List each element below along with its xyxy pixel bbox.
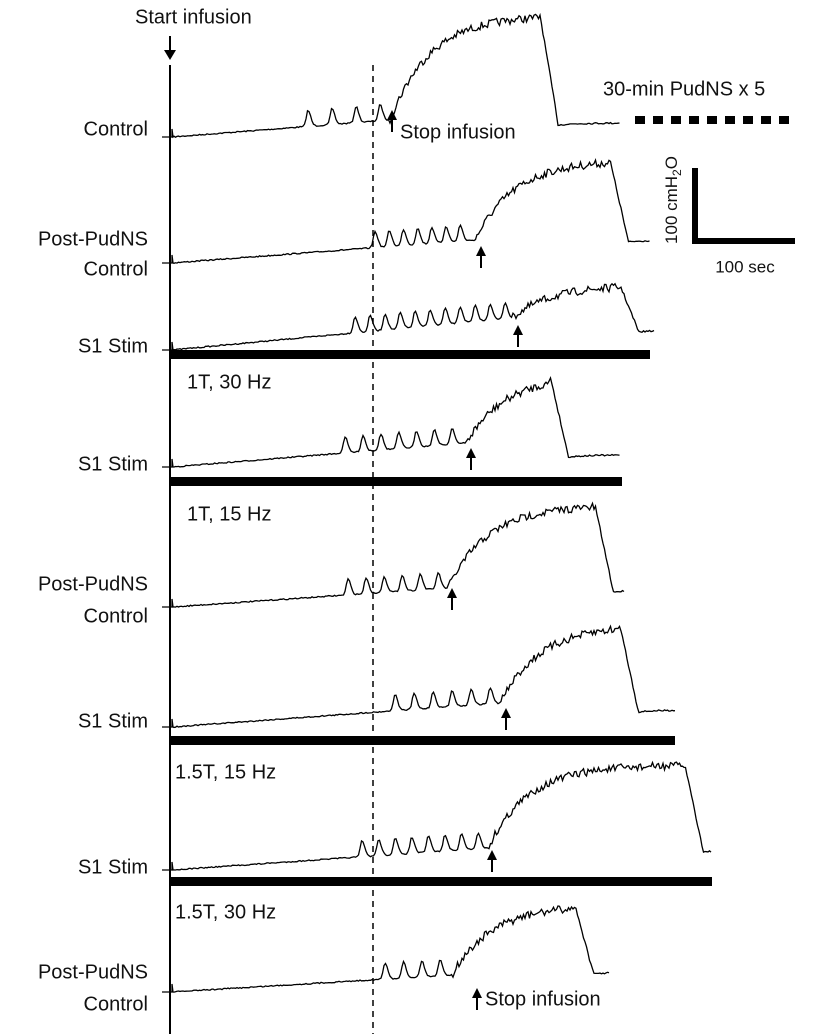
trace-label: S1 Stim [78,856,148,878]
stimulation-bar [170,736,675,745]
start-arrowhead [164,50,176,60]
trace-label: Control [84,605,148,627]
trace-label: S1 Stim [78,453,148,475]
pressure-trace [162,282,655,351]
stimulus-label: 1T, 30 Hz [187,371,271,393]
trace-label: Post-PudNS [38,961,148,983]
trace-label: S1 Stim [78,710,148,732]
trace-label: Control [84,118,148,140]
pressure-trace [162,905,610,993]
protocol-label: 30-min PudNS x 5 [603,78,765,100]
pressure-trace [162,624,676,729]
stop-arrow-head [487,850,497,860]
start-label: Start infusion [135,6,252,28]
trace-label: Control [84,993,148,1015]
stop-arrow-head [513,325,523,335]
stimulus-label: 1.5T, 30 Hz [175,901,276,923]
time-scale-label: 100 sec [715,257,775,276]
pressure-unit: 100 cmH [662,176,681,244]
trace-label: Post-PudNS [38,228,148,250]
pressure-trace [162,158,650,264]
stimulation-bar [170,477,622,486]
pressure-trace [162,760,712,871]
pressure-trace [162,376,620,468]
stop-infusion-label: Stop infusion [485,988,601,1010]
stimulus-label: 1.5T, 15 Hz [175,761,276,783]
trace-label: S1 Stim [78,335,148,357]
stop-arrow-head [447,588,457,598]
stop-arrow-head [472,988,482,998]
trace-label: Control [84,258,148,280]
stop-arrow-head [501,708,511,718]
stop-arrow-head [387,110,397,120]
pressure-scale-label: 100 cmH2O [662,156,684,244]
pressure-unit-end: O [662,156,681,169]
stop-arrow-head [476,246,486,256]
stop-infusion-label: Stop infusion [400,121,516,143]
scale-bar [692,168,795,244]
pressure-subscript: 2 [670,169,684,176]
stop-arrow-head [466,448,476,458]
stimulus-label: 1T, 15 Hz [187,503,271,525]
trace-label: Post-PudNS [38,573,148,595]
stimulation-bar [170,877,712,886]
stimulation-bar [170,350,650,359]
pressure-trace [162,501,625,608]
